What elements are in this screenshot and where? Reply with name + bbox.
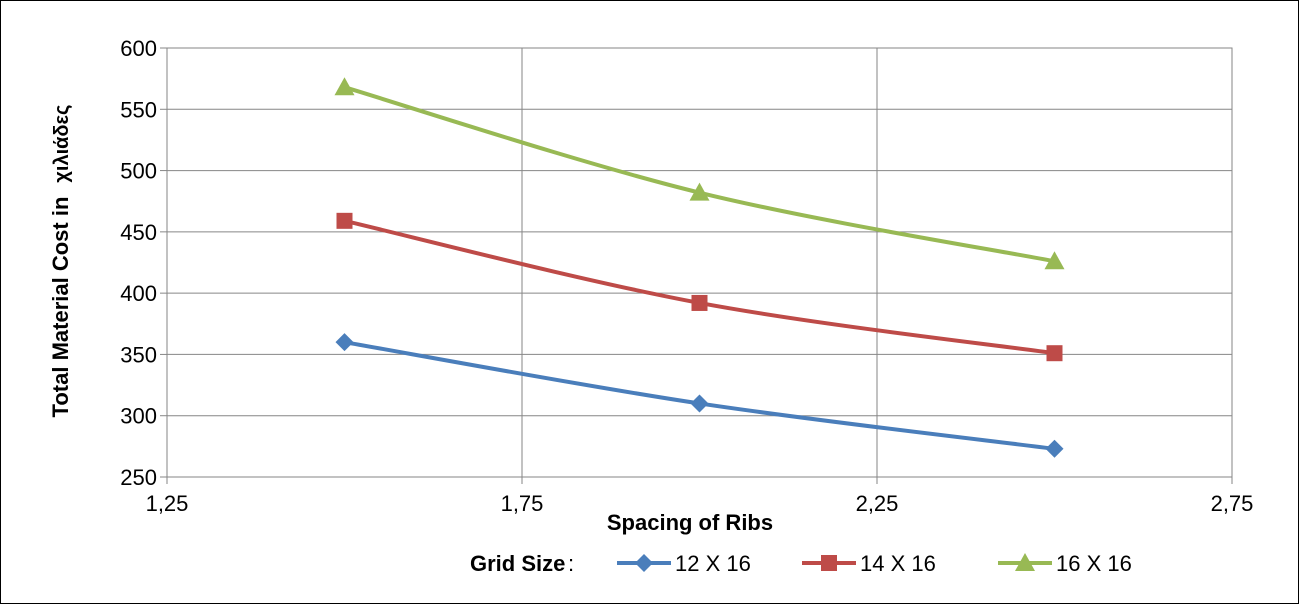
x-tick-label: 2,75 (1211, 491, 1254, 516)
legend-marker (821, 555, 837, 571)
y-axis-title: Total Material Cost inχιλιάδες (48, 105, 73, 418)
legend-item: 16 X 16 (998, 551, 1132, 576)
grid-lines (160, 47, 1233, 484)
y-tick-label: 350 (120, 342, 157, 367)
legend-label: 12 X 16 (675, 551, 751, 576)
series-1 (335, 333, 1064, 458)
data-point (691, 294, 708, 311)
y-tick-label: 250 (120, 465, 157, 490)
tick-labels: 250 300 350 400 450 500 550 600 1,25 1,75 2,25 2,75 (120, 36, 1253, 516)
data-point (334, 77, 355, 96)
x-tick-label: 1,25 (146, 491, 189, 516)
series-3 (334, 77, 1065, 270)
series-2 (336, 212, 1063, 362)
data-point (335, 333, 354, 352)
y-tick-label: 600 (120, 36, 157, 61)
x-axis-title: Spacing of Ribs (607, 510, 773, 535)
y-tick-label: 550 (120, 97, 157, 122)
legend-marker (1015, 553, 1035, 571)
y-tick-label: 500 (120, 159, 157, 184)
y-tick-label: 400 (120, 281, 157, 306)
y-tick-label: 300 (120, 404, 157, 429)
legend-items: 12 X 16 14 X 16 16 X 16 (617, 551, 1132, 576)
data-point (1046, 345, 1063, 362)
x-tick-label: 2,25 (856, 491, 899, 516)
plot-area (166, 47, 1233, 478)
legend: Grid Size : 12 X 16 14 X 16 16 X 16 (470, 551, 1132, 576)
data-point (690, 394, 709, 413)
legend-item: 12 X 16 (617, 551, 751, 576)
legend-item: 14 X 16 (802, 551, 936, 576)
data-point (1045, 439, 1064, 458)
x-tick-label: 1,75 (501, 491, 544, 516)
data-point (336, 212, 353, 229)
legend-label: 14 X 16 (860, 551, 936, 576)
legend-separator: : (568, 551, 574, 576)
legend-marker (635, 554, 653, 572)
series-layer (334, 77, 1065, 458)
series-line (342, 85, 1057, 264)
legend-title: Grid Size (470, 551, 565, 576)
legend-label: 16 X 16 (1056, 551, 1132, 576)
y-tick-label: 450 (120, 220, 157, 245)
data-point (1044, 251, 1065, 270)
data-point (689, 182, 710, 201)
